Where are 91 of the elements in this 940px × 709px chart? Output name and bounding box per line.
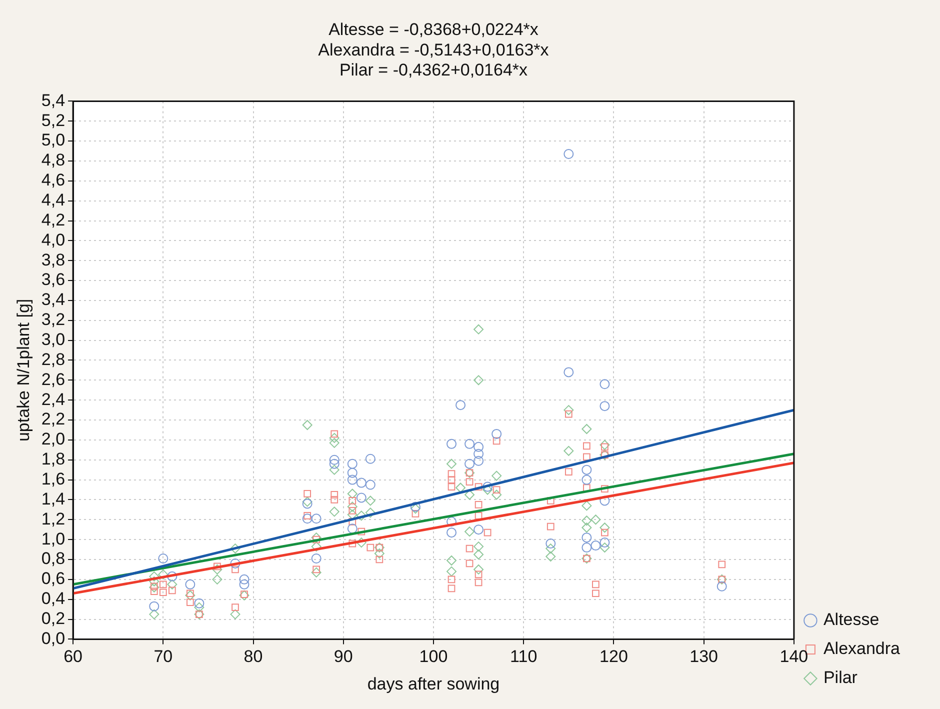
point [582,464,592,475]
point [582,474,592,485]
x-tick-label: 90 [334,647,353,666]
y-tick-label: 2,6 [41,370,66,389]
point [347,458,358,469]
point [365,480,376,490]
point [600,496,610,506]
point [464,458,475,469]
point [239,579,250,590]
point [446,516,457,527]
x-tick-label: 110 [510,647,538,666]
y-tick-label: 4,6 [41,170,66,190]
point [716,581,727,592]
y-tick-label: 1,0 [41,529,66,548]
text: Alexandra = -0,5143+0,0163*x [318,40,550,60]
point [239,574,250,584]
point [347,524,358,534]
point [347,474,358,485]
point [311,554,322,564]
point [356,492,366,503]
y-tick-label: 3,8 [41,250,66,270]
point [474,448,484,459]
legend-label: Altesse [823,610,880,630]
point [546,538,556,549]
point [302,514,312,524]
y-tick-label: 3,4 [41,290,66,310]
y-tick-label: 4,2 [41,210,66,230]
point [590,540,601,551]
y-tick-label: 1,6 [41,469,66,488]
point [492,428,502,439]
x-tick-label: 100 [419,647,448,666]
point [356,478,366,488]
point [149,601,160,612]
point [446,528,457,538]
y-tick-label: 5,0 [41,130,66,150]
legend-label: Pilar [823,668,858,688]
point [474,456,484,466]
y-tick-label: 1,2 [41,509,66,528]
y-tick-label: 4,0 [41,230,66,250]
point [564,149,574,160]
point [582,542,592,553]
point [564,367,574,378]
point [365,454,376,464]
point [474,442,484,452]
y-axis-title: uptake N/1plant [g] [14,298,33,442]
text: Pilar = -0,4362+0,0164*x [339,60,528,80]
y-tick-label: 3,6 [41,270,66,290]
point [600,401,610,412]
text: Altesse = -0,8368+0,0224*x [328,20,539,39]
point [347,468,358,478]
y-tick-label: 2,4 [41,390,66,409]
x-tick-label: 140 [780,647,808,666]
x-tick-label: 120 [600,647,628,666]
point [158,554,168,564]
point [464,438,475,449]
y-tick-label: 4,8 [41,150,66,170]
point [474,524,484,535]
x-tick-label: 70 [154,647,173,666]
x-tick-label: 130 [690,647,718,666]
point [600,538,610,548]
point [329,458,340,469]
point [329,454,340,465]
y-tick-label: 5,2 [41,110,66,130]
y-tick-label: 2,2 [41,410,66,429]
point [600,379,610,390]
x-axis-title: days after sowing [367,674,500,694]
point [194,598,204,608]
point [311,514,322,524]
y-tick-label: 2,8 [41,350,66,369]
y-tick-label: 0,4 [41,589,66,608]
x-tick-label: 80 [244,647,263,666]
y-tick-label: 0,2 [41,608,66,628]
point [456,400,466,410]
y-tick-label: 0,8 [41,549,66,568]
y-tick-label: 5,4 [41,90,66,110]
y-tick-label: 0,0 [41,628,66,648]
point [185,579,196,590]
point [230,558,240,568]
x-tick-label: 60 [64,647,82,666]
y-tick-label: 4,4 [41,190,66,210]
y-tick-label: 0,6 [41,569,66,588]
legend-label: Alexandra [823,639,901,658]
point [446,438,457,449]
point [482,482,493,492]
y-tick-label: 1,4 [41,489,66,508]
y-tick-label: 2,0 [41,430,66,449]
point [582,532,592,543]
point [167,571,178,582]
y-tick-label: 3,2 [41,310,66,330]
y-tick-label: 3,0 [41,330,66,349]
y-tick-label: 1,8 [41,450,66,469]
